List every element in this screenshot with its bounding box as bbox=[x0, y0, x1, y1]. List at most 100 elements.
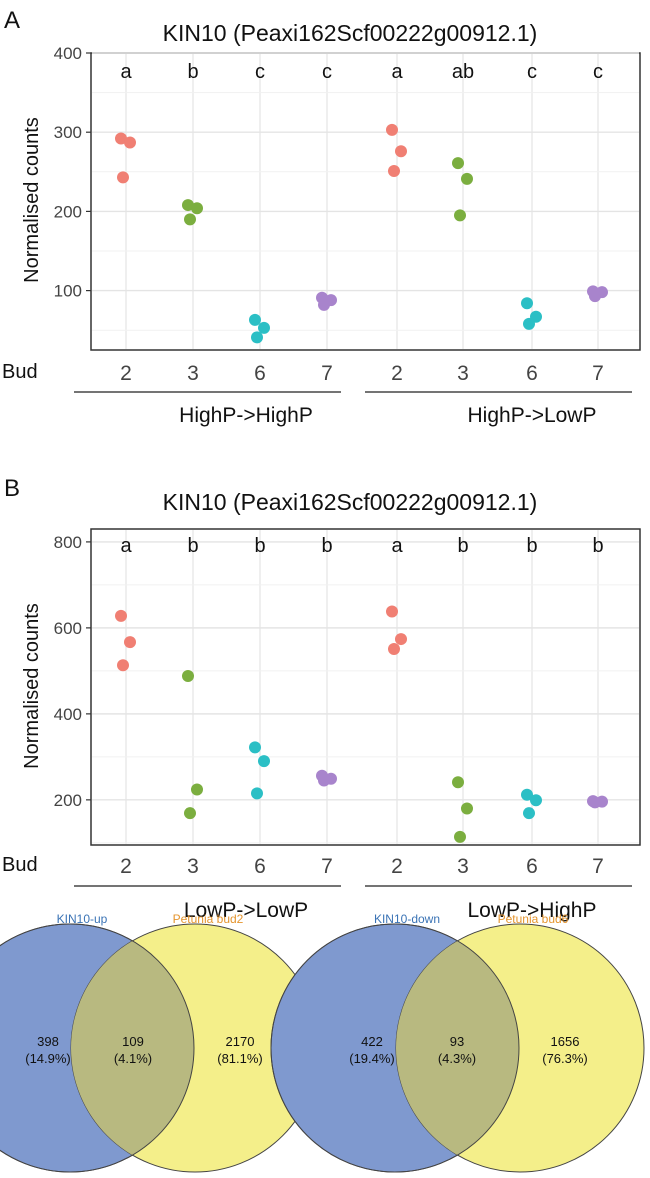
panel-a-point bbox=[388, 165, 400, 178]
panel-b-point bbox=[388, 642, 400, 655]
panel-b-group-label-1: LowP->LowP bbox=[184, 899, 308, 922]
panel-b-y-tick-label: 800 bbox=[54, 533, 82, 552]
panel-a-point bbox=[318, 298, 330, 311]
panel-b-point bbox=[318, 774, 330, 787]
panel-c-overlap-count: 109 bbox=[122, 1034, 144, 1049]
panel-b-point bbox=[258, 755, 270, 768]
panel-a-x-tick-1: 2 bbox=[120, 362, 132, 385]
panel-b-point bbox=[521, 788, 533, 801]
panel-c-overlap-pct: (4.1%) bbox=[114, 1051, 152, 1066]
panel-a-letter-5: a bbox=[391, 61, 403, 83]
panel-a-letter-3: c bbox=[255, 61, 265, 83]
panel-a-point bbox=[191, 202, 203, 215]
panel-b-point bbox=[589, 796, 601, 809]
panel-c-right-set-label: Petunia bud2 bbox=[173, 912, 244, 926]
panel-a-group-label-1: HighP->HighP bbox=[179, 404, 313, 427]
panel-b-x-tick-7: 6 bbox=[526, 855, 538, 878]
panel-c-right-count: 2170 bbox=[226, 1034, 255, 1049]
panel-b-point bbox=[249, 741, 261, 754]
panel-b-point bbox=[251, 787, 263, 800]
panel-a-point bbox=[249, 313, 261, 326]
panel-d-right-count: 1656 bbox=[551, 1034, 580, 1049]
panel-a-point bbox=[182, 199, 194, 212]
panel-a-bud-label: Bud bbox=[2, 361, 38, 383]
panel-b-letter-8: b bbox=[592, 535, 603, 557]
panel-a-point bbox=[461, 172, 473, 185]
panel-b-x-tick-1: 2 bbox=[120, 855, 132, 878]
panel-a: A KIN10 (Peaxi162Scf00222g00912.1) 100 20… bbox=[2, 7, 641, 427]
panel-b-letter: B bbox=[4, 475, 20, 502]
panel-a-point bbox=[117, 171, 129, 184]
panel-b-point bbox=[461, 802, 473, 815]
panel-c-left-count: 398 bbox=[37, 1034, 59, 1049]
panel-a-grid bbox=[92, 52, 639, 349]
panel-a-plot-area bbox=[90, 52, 641, 351]
panel-b-y-tick-label: 200 bbox=[54, 791, 82, 810]
panel-b-points bbox=[115, 605, 608, 843]
panel-b-y-tick-label: 600 bbox=[54, 619, 82, 638]
panel-b-grid bbox=[92, 530, 639, 844]
panel-a-point bbox=[124, 136, 136, 149]
panel-a-letter-4: c bbox=[322, 61, 332, 83]
panel-b-point bbox=[454, 830, 466, 843]
panel-b-letter-3: b bbox=[254, 535, 265, 557]
panel-b-y-tick-label: 400 bbox=[54, 705, 82, 724]
panel-b-letter-6: b bbox=[457, 535, 468, 557]
panel-c-right-pct: (81.1%) bbox=[217, 1051, 263, 1066]
panel-a-point bbox=[523, 317, 535, 330]
panel-b-bud-label: Bud bbox=[2, 854, 38, 876]
panel-b-point bbox=[124, 636, 136, 649]
panel-b-point bbox=[191, 783, 203, 796]
panel-d-overlap-pct: (4.3%) bbox=[438, 1051, 476, 1066]
panel-d-left-outline bbox=[270, 923, 520, 1173]
panel-b-y-ticks: 200 400 600 800 bbox=[54, 533, 91, 810]
panel-c-overlap-region bbox=[71, 924, 194, 1172]
panel-a-letter: A bbox=[4, 7, 20, 34]
panel-d-left-count: 422 bbox=[361, 1034, 383, 1049]
panel-b-point bbox=[452, 776, 464, 789]
panel-b-point bbox=[115, 609, 127, 622]
panel-d-venn: D KIN10-down Petunia bud6 422 (19.4%) 93… bbox=[270, 912, 645, 1173]
panel-b-x-tick-2: 3 bbox=[187, 855, 199, 878]
panel-b-plot-area bbox=[90, 528, 641, 846]
panel-a-x-tick-4: 7 bbox=[321, 362, 333, 385]
panel-a-title: KIN10 (Peaxi162Scf00222g00912.1) bbox=[163, 20, 538, 46]
panel-d-left-set-label: KIN10-down bbox=[374, 912, 440, 926]
panel-a-y-ticks: 100 200 300 400 bbox=[54, 44, 91, 301]
panel-b-point bbox=[182, 670, 194, 683]
panel-a-x-tick-6: 3 bbox=[457, 362, 469, 385]
panel-a-point bbox=[386, 123, 398, 136]
panel-b-point bbox=[386, 605, 398, 618]
panel-b-letter-5: a bbox=[391, 535, 403, 557]
panel-b-x-tick-5: 2 bbox=[391, 855, 403, 878]
panel-b-letter-2: b bbox=[187, 535, 198, 557]
panel-a-letter-7: c bbox=[527, 61, 537, 83]
panel-a-point bbox=[521, 297, 533, 310]
panel-a-y-tick-label: 400 bbox=[54, 44, 82, 63]
panel-d-right-set-label: Petunia bud6 bbox=[498, 912, 569, 926]
panel-a-point bbox=[452, 157, 464, 170]
panel-b-y-label: Normalised counts bbox=[21, 603, 43, 769]
panel-c-venn: C KIN10-up Petunia bud2 398 (14.9%) 109 … bbox=[0, 912, 320, 1173]
panel-d-overlap-count: 93 bbox=[450, 1034, 464, 1049]
panel-b-point bbox=[117, 659, 129, 672]
panel-a-x-tick-7: 6 bbox=[526, 362, 538, 385]
panel-a-x-tick-5: 2 bbox=[391, 362, 403, 385]
panel-a-point bbox=[115, 132, 127, 145]
panel-c-left-outline bbox=[0, 923, 195, 1173]
panel-b-title: KIN10 (Peaxi162Scf00222g00912.1) bbox=[163, 489, 538, 515]
panel-a-x-tick-2: 3 bbox=[187, 362, 199, 385]
panel-a-y-tick-label: 200 bbox=[54, 202, 82, 221]
panel-a-group-label-2: HighP->LowP bbox=[468, 404, 597, 427]
panel-b: B KIN10 (Peaxi162Scf00222g00912.1) 200 40… bbox=[2, 475, 641, 922]
panel-b-x-tick-3: 6 bbox=[254, 855, 266, 878]
panel-a-y-tick-label: 300 bbox=[54, 123, 82, 142]
panel-a-x-tick-3: 6 bbox=[254, 362, 266, 385]
panel-b-x-tick-6: 3 bbox=[457, 855, 469, 878]
panel-a-point bbox=[589, 290, 601, 303]
panel-a-point bbox=[395, 145, 407, 158]
panel-c-left-set-label: KIN10-up bbox=[57, 912, 108, 926]
panel-a-significance-letters: a b c c a ab c c bbox=[120, 61, 603, 83]
panel-a-letter-6: ab bbox=[452, 61, 474, 83]
